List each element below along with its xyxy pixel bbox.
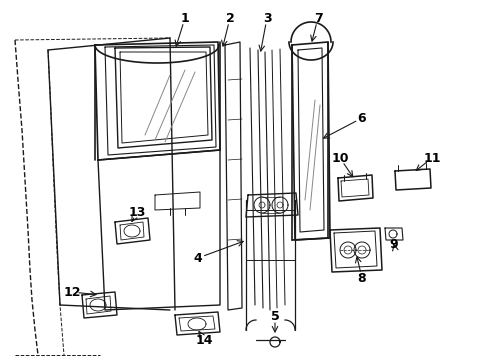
Text: 10: 10 — [331, 152, 349, 165]
Text: 1: 1 — [181, 12, 189, 24]
Text: 2: 2 — [225, 12, 234, 24]
Text: 7: 7 — [314, 12, 322, 24]
Text: 14: 14 — [195, 333, 213, 346]
Text: 4: 4 — [194, 252, 202, 265]
Text: 11: 11 — [423, 152, 441, 165]
Text: 8: 8 — [358, 271, 367, 284]
Text: 13: 13 — [128, 206, 146, 219]
Text: 3: 3 — [263, 12, 271, 24]
Text: 5: 5 — [270, 310, 279, 323]
Text: 9: 9 — [390, 238, 398, 252]
Text: 6: 6 — [358, 112, 367, 125]
Text: 12: 12 — [63, 285, 81, 298]
